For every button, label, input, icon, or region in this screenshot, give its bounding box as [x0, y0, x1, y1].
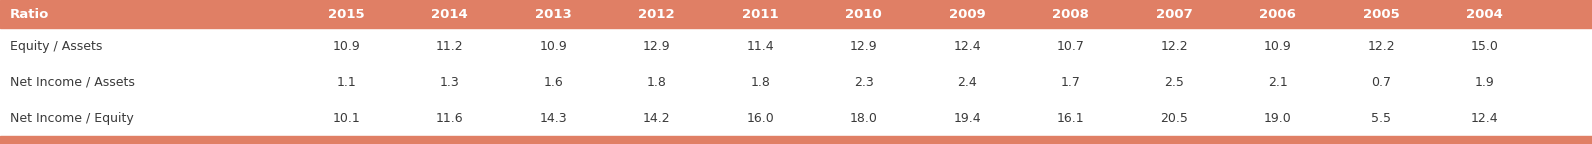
- Text: Net Income / Equity: Net Income / Equity: [10, 112, 134, 125]
- Text: 2007: 2007: [1156, 7, 1192, 21]
- Text: 2011: 2011: [742, 7, 778, 21]
- Text: Equity / Assets: Equity / Assets: [10, 40, 102, 53]
- Text: 2.1: 2.1: [1267, 76, 1288, 89]
- Text: 14.2: 14.2: [643, 112, 670, 125]
- Text: 2013: 2013: [535, 7, 572, 21]
- Text: Net Income / Assets: Net Income / Assets: [10, 76, 134, 89]
- Text: 2008: 2008: [1052, 7, 1089, 21]
- Text: 0.7: 0.7: [1371, 76, 1391, 89]
- Text: 16.0: 16.0: [747, 112, 774, 125]
- Text: 20.5: 20.5: [1161, 112, 1188, 125]
- Text: 15.0: 15.0: [1471, 40, 1498, 53]
- Text: 2015: 2015: [328, 7, 365, 21]
- Text: 1.6: 1.6: [543, 76, 564, 89]
- Text: 12.4: 12.4: [954, 40, 981, 53]
- Text: 2.3: 2.3: [853, 76, 874, 89]
- Text: 5.5: 5.5: [1371, 112, 1391, 125]
- Text: 10.1: 10.1: [333, 112, 360, 125]
- Text: 2009: 2009: [949, 7, 985, 21]
- Text: 12.9: 12.9: [850, 40, 877, 53]
- Text: 19.4: 19.4: [954, 112, 981, 125]
- Text: 12.4: 12.4: [1471, 112, 1498, 125]
- Text: 1.3: 1.3: [439, 76, 460, 89]
- Bar: [0, 0, 1592, 28]
- Text: 2012: 2012: [638, 7, 675, 21]
- Text: 1.8: 1.8: [646, 76, 667, 89]
- Text: 1.7: 1.7: [1060, 76, 1081, 89]
- Text: 19.0: 19.0: [1264, 112, 1291, 125]
- Text: 12.9: 12.9: [643, 40, 670, 53]
- Text: 18.0: 18.0: [850, 112, 877, 125]
- Text: 16.1: 16.1: [1057, 112, 1084, 125]
- Text: 1.9: 1.9: [1474, 76, 1495, 89]
- Text: 10.9: 10.9: [540, 40, 567, 53]
- Text: 10.7: 10.7: [1057, 40, 1084, 53]
- Text: 2014: 2014: [431, 7, 468, 21]
- Text: 2006: 2006: [1259, 7, 1296, 21]
- Text: 2.5: 2.5: [1164, 76, 1184, 89]
- Text: 11.2: 11.2: [436, 40, 463, 53]
- Text: 12.2: 12.2: [1161, 40, 1188, 53]
- Text: 10.9: 10.9: [333, 40, 360, 53]
- Text: 12.2: 12.2: [1368, 40, 1395, 53]
- Text: 11.6: 11.6: [436, 112, 463, 125]
- Text: Ratio: Ratio: [10, 7, 49, 21]
- Text: 1.8: 1.8: [750, 76, 771, 89]
- Text: 14.3: 14.3: [540, 112, 567, 125]
- Text: 2.4: 2.4: [957, 76, 977, 89]
- Text: 11.4: 11.4: [747, 40, 774, 53]
- Text: 1.1: 1.1: [336, 76, 357, 89]
- Text: 2005: 2005: [1363, 7, 1399, 21]
- Text: 2010: 2010: [845, 7, 882, 21]
- Text: 2004: 2004: [1466, 7, 1503, 21]
- Bar: [0, 136, 1592, 144]
- Text: 10.9: 10.9: [1264, 40, 1291, 53]
